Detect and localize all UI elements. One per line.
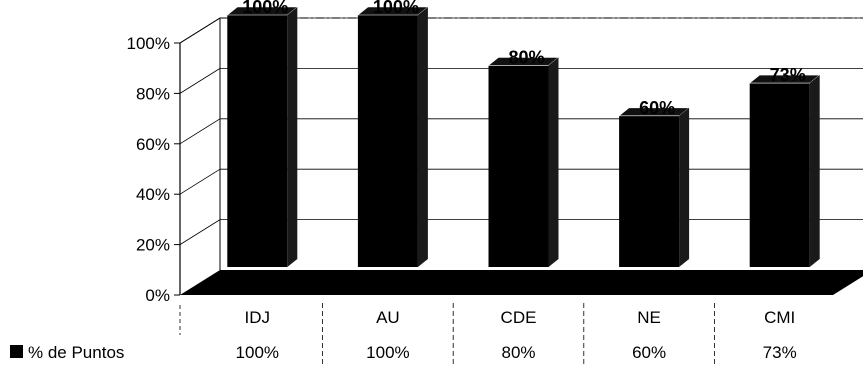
table-category-label: CDE <box>501 308 537 327</box>
bar <box>618 107 690 267</box>
bar <box>226 6 299 267</box>
table-category-label: AU <box>376 308 400 327</box>
data-table: IDJ 100% AU 100% CDE 80% NE 60% CMI 73% % de Punto… <box>10 303 797 365</box>
bar-front-face <box>619 115 680 267</box>
y-tick-label: 80% <box>136 84 170 103</box>
gridline-side <box>179 168 221 195</box>
table-category-label: IDJ <box>245 308 271 327</box>
bar-side-face <box>548 57 559 268</box>
data-labels: 100% 100% 80% 60% 73% <box>242 0 805 118</box>
table-value: 100% <box>366 343 409 362</box>
bar-value-label: 60% <box>639 98 675 118</box>
table-category-label: NE <box>637 308 661 327</box>
y-tick-label: 0% <box>145 286 170 305</box>
bar <box>487 57 560 268</box>
bar-front-face <box>357 15 418 267</box>
gridline-side <box>179 118 221 145</box>
bar-side-face <box>809 75 820 267</box>
bar-front-face <box>227 15 288 267</box>
y-tick-label: 40% <box>136 185 170 204</box>
table-value: 100% <box>236 343 279 362</box>
table-value: 60% <box>632 343 666 362</box>
gridline-side <box>179 68 221 94</box>
bar-value-label: 80% <box>508 47 544 67</box>
bars <box>226 6 821 268</box>
bar-side-face <box>287 7 298 267</box>
table-category-label: CMI <box>764 308 795 327</box>
y-axis-tick-labels: 0% 20% 40% 60% 80% 100% <box>127 34 170 305</box>
legend-series-name: % de Puntos <box>28 343 124 362</box>
bar-front-face <box>749 83 810 267</box>
table-value: 73% <box>763 343 797 362</box>
bar-value-label: 73% <box>770 65 806 85</box>
bar <box>748 74 821 267</box>
table-value: 80% <box>501 343 535 362</box>
y-tick-label: 100% <box>127 34 170 53</box>
legend-swatch <box>10 345 23 358</box>
gridline-side <box>179 17 221 44</box>
bar-front-face <box>488 65 549 268</box>
y-tick-label: 20% <box>136 236 170 255</box>
bar-side-face <box>679 107 690 267</box>
bar-value-label: 100% <box>242 0 288 17</box>
bar-value-label: 100% <box>373 0 419 17</box>
y-tick-label: 60% <box>136 135 170 154</box>
gridline-side <box>179 219 221 245</box>
chart-floor <box>180 270 863 295</box>
bar <box>357 6 429 267</box>
bar-side-face <box>417 7 428 267</box>
